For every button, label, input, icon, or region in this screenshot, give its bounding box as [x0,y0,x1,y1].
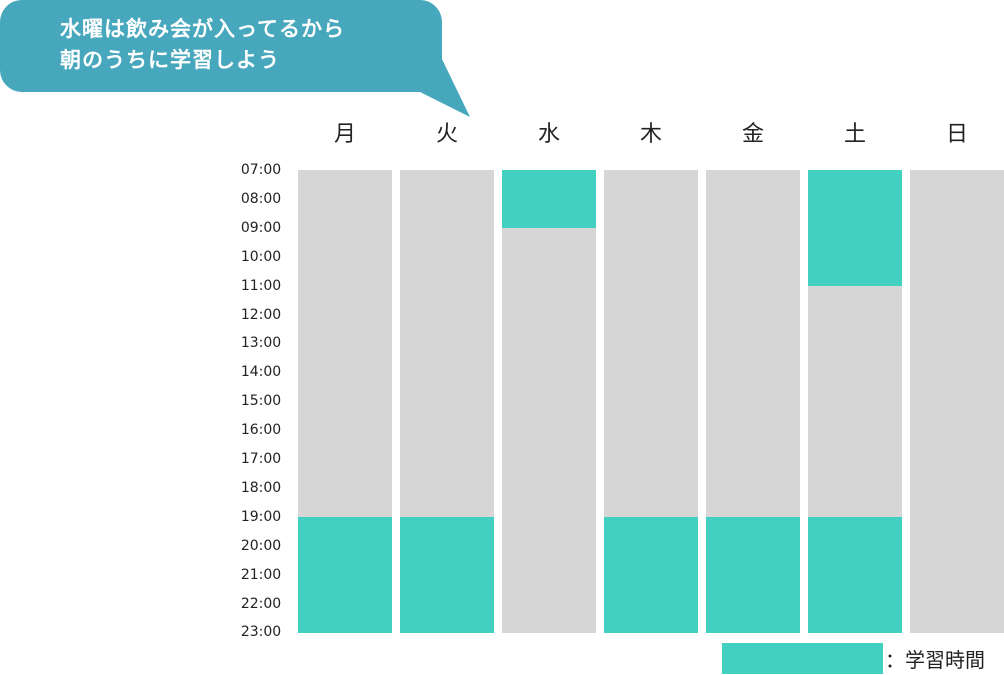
study-block [400,517,494,633]
day-header: 木 [639,122,662,147]
day-header: 水 [537,122,560,147]
time-label: 21:00 [240,566,282,583]
day-header: 金 [741,122,764,147]
time-label: 19:00 [240,508,282,525]
day-column [400,170,494,633]
day-column [298,170,392,633]
time-label: 13:00 [240,335,282,352]
legend-study-label: ：学習時間 [885,648,985,672]
day-header: 火 [435,122,458,147]
day-header: 日 [945,122,968,147]
time-label: 23:00 [240,624,282,641]
study-block [808,170,902,286]
study-block [604,517,698,633]
time-label: 20:00 [240,537,282,554]
day-column [808,170,902,633]
day-header: 月 [333,122,356,147]
time-label: 07:00 [240,162,282,178]
legend-study-swatch [722,643,883,674]
time-label: 16:00 [240,422,282,439]
time-label: 17:00 [240,451,282,467]
day-column [502,170,596,633]
day-column [910,170,1004,633]
time-label: 12:00 [240,306,282,323]
day-header: 土 [843,122,866,147]
time-label: 15:00 [240,393,282,410]
speech-bubble [0,0,442,92]
study-block [298,517,392,633]
day-column [706,170,800,633]
time-label: 08:00 [240,190,282,207]
time-label: 11:00 [240,277,282,294]
speech-bubble-line-2: 朝のうちに学習しよう [60,48,280,72]
time-label: 14:00 [240,364,282,381]
time-label: 22:00 [240,595,282,612]
day-column [604,170,698,633]
study-block [706,517,800,633]
speech-bubble-text: 水曜は飲み会が入ってるから 朝のうちに学習しよう [60,14,345,76]
speech-bubble-line-1: 水曜は飲み会が入ってるから [60,17,345,41]
time-label: 10:00 [240,248,282,265]
study-block [502,170,596,228]
time-label: 09:00 [240,219,282,236]
time-label: 18:00 [240,479,282,496]
study-block [808,517,902,633]
